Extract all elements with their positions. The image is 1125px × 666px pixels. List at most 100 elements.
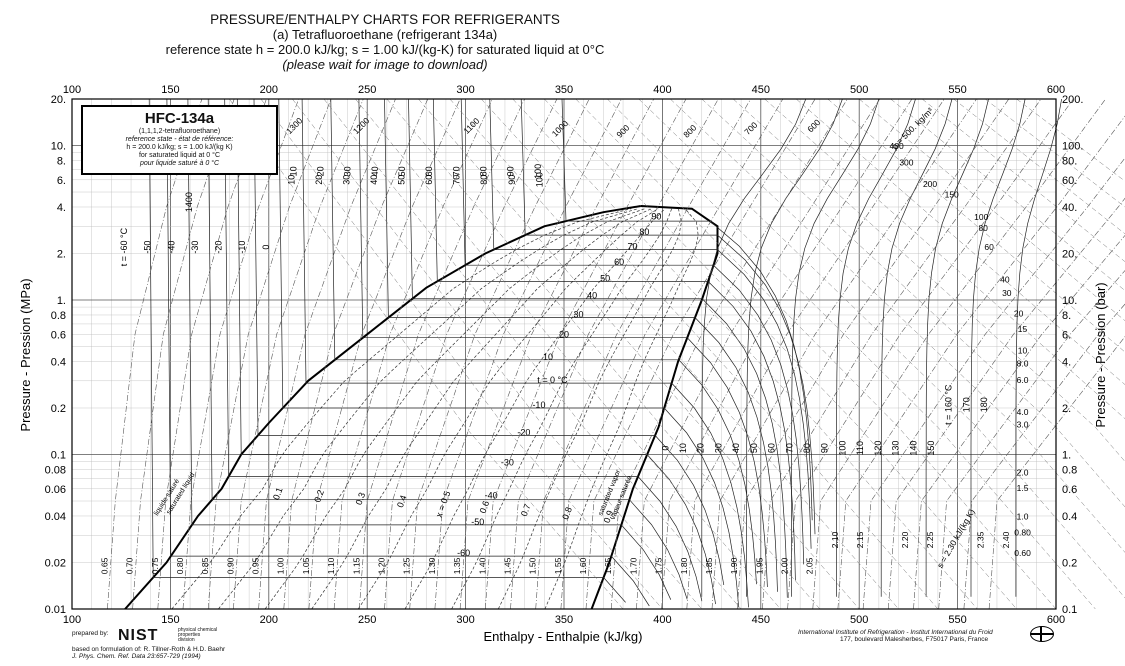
reference-state-line-2: h = 200.0 kJ/kg; s = 1.00 kJ/(kg K) xyxy=(126,144,233,151)
density-label: 1200 xyxy=(351,115,372,136)
x-tick-label-bottom: 250 xyxy=(358,614,376,626)
x-tick-label-bottom: 450 xyxy=(752,614,770,626)
y-tick-label-right: 0.4 xyxy=(1062,511,1077,523)
density-line xyxy=(607,98,1096,610)
x-tick-label-bottom: 100 xyxy=(63,614,81,626)
isotherm-label-top: 80 xyxy=(478,166,488,176)
x-tick-label-bottom: 200 xyxy=(260,614,278,626)
entropy-label: 1.95 xyxy=(754,557,764,574)
isotherm-label-vapor: 130 xyxy=(891,441,901,456)
isotherm-line xyxy=(330,98,757,585)
isotherm-label-dome: 40 xyxy=(587,291,597,301)
entropy-label: 0.75 xyxy=(150,557,160,574)
iir-credit: International Institute of Refrigeration… xyxy=(798,629,993,636)
x-tick-label-top: 100 xyxy=(63,84,81,96)
x-tick-label-top: 200 xyxy=(260,84,278,96)
y-tick-label-right: 8. xyxy=(1062,310,1071,322)
density-label-inner: 1400 xyxy=(184,192,194,212)
density-label: 3.0 xyxy=(1017,419,1029,429)
y-tick-label-left: 0.01 xyxy=(45,604,66,616)
y-tick-label-left: 6. xyxy=(57,175,66,187)
x-tick-label-top: 400 xyxy=(653,84,671,96)
density-label: 1.5 xyxy=(1017,483,1029,493)
y-tick-label-right: 100. xyxy=(1062,141,1083,153)
density-line xyxy=(323,98,742,610)
quality-label: x = 0.5 xyxy=(434,490,453,519)
entropy-label: 1.70 xyxy=(628,557,638,574)
entropy-line xyxy=(787,98,1074,610)
isotherm-label-dome: 20 xyxy=(559,330,569,340)
entropy-label: 2.05 xyxy=(805,557,815,574)
reference-state-line-4: pour liquide saturé à 0 °C xyxy=(139,160,220,167)
density-label: 0.60 xyxy=(1014,548,1031,558)
reference-state-line-3: for saturated liquid at 0 °C xyxy=(138,152,220,159)
density-line xyxy=(670,98,1125,553)
isotherm-label-top: 20 xyxy=(316,166,326,176)
y-tick-label-left: 10. xyxy=(51,141,66,153)
entropy-line xyxy=(258,98,396,610)
quality-line xyxy=(311,208,652,610)
entropy-line xyxy=(384,98,558,610)
density-line xyxy=(229,98,624,610)
entropy-label: 1.35 xyxy=(452,557,462,574)
nist-logo: NIST xyxy=(118,627,159,644)
y-tick-label-right: 200. xyxy=(1062,94,1083,106)
entropy-line xyxy=(913,234,1125,610)
x-tick-label-bottom: 550 xyxy=(948,614,966,626)
density-line xyxy=(890,98,1125,291)
isotherm-label-liquid: 40 xyxy=(369,175,379,185)
isotherm-label-liquid: 30 xyxy=(341,175,351,185)
isotherm-label-vapor: 0 xyxy=(660,446,670,451)
density-label: 150 xyxy=(945,190,959,200)
chemical-name: (1,1,1,2-tetrafluoroethane) xyxy=(138,128,221,135)
isotherm-label-dome: 10 xyxy=(543,352,553,362)
isotherm-label-vapor: 140 xyxy=(908,441,918,456)
curves xyxy=(107,98,1125,610)
x-tick-label-top: 150 xyxy=(161,84,179,96)
y-tick-label-left: 1. xyxy=(57,295,66,307)
isotherm-line xyxy=(187,98,672,600)
entropy-label: 1.05 xyxy=(301,557,311,574)
isotherm-label-vapor: 10 xyxy=(678,443,688,453)
refrigerant-name: HFC-134a xyxy=(144,110,215,127)
x-tick-label-bottom: 350 xyxy=(555,614,573,626)
isotherm-label-liquid: 0 xyxy=(261,245,271,250)
isotherm-label-liquid: 60 xyxy=(424,175,434,185)
entropy-line xyxy=(736,98,1010,610)
y-tick-label-left: 8. xyxy=(57,155,66,167)
axis-ticks: 1001001501502002002502503003003503504004… xyxy=(45,84,1084,626)
entropy-label: 2.25 xyxy=(925,531,935,548)
entropy-label: 2.15 xyxy=(855,531,865,548)
isotherm-label-dome: -20 xyxy=(517,427,530,437)
density-label: 1100 xyxy=(461,116,481,136)
isotherm-label-liquid: -40 xyxy=(166,241,176,254)
y-tick-label-right: 0.2 xyxy=(1062,557,1077,569)
y-tick-label-left: 20. xyxy=(51,94,66,106)
x-tick-label-top: 350 xyxy=(555,84,573,96)
isotherm-label-liquid: -50 xyxy=(143,241,153,254)
entropy-label: 0.80 xyxy=(175,557,185,574)
isotherm-line-superheated xyxy=(1015,98,1062,597)
density-label: 1300 xyxy=(284,115,305,136)
quality-label: 0.8 xyxy=(560,506,574,521)
entropy-line xyxy=(862,157,1125,610)
download-note: (please wait for image to download) xyxy=(282,57,488,72)
entropy-label: 0.90 xyxy=(225,557,235,574)
entropy-label: 1.50 xyxy=(528,557,538,574)
isotherm-line xyxy=(301,98,749,608)
entropy-line xyxy=(207,98,332,610)
entropy-line xyxy=(333,98,493,610)
entropy-line xyxy=(535,98,751,610)
density-label: 4.0 xyxy=(1017,407,1029,417)
density-label: 8.0 xyxy=(1017,359,1029,369)
entropy-line xyxy=(686,98,945,610)
isotherm-label-vapor: 170 xyxy=(961,397,971,412)
isotherm-label-dome: -60 xyxy=(457,548,470,558)
y-tick-label-right: 2. xyxy=(1062,403,1071,415)
isotherm-label-dome: -10 xyxy=(532,400,545,410)
entropy-line xyxy=(661,98,913,610)
density-label: 20 xyxy=(1014,309,1024,319)
quality-label: 0.3 xyxy=(354,491,368,506)
quality-line xyxy=(218,208,639,610)
entropy-label: 1.40 xyxy=(477,557,487,574)
